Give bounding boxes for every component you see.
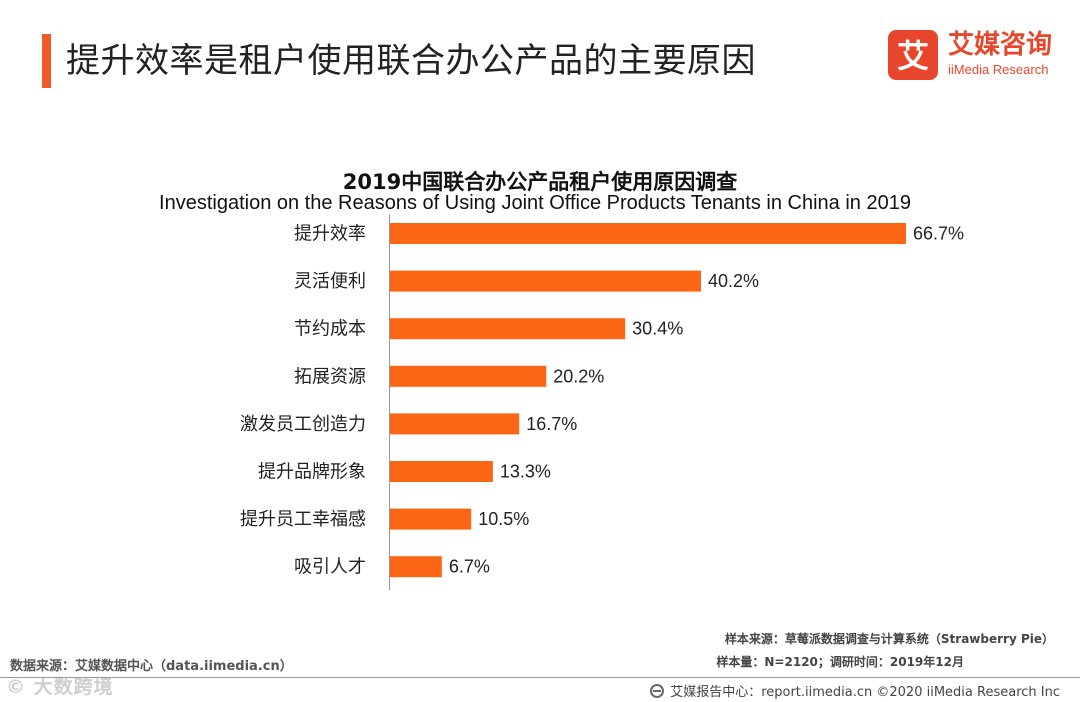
footer-text: 艾媒报告中心：report.iimedia.cn ©2020 iiMedia R… <box>670 685 1060 700</box>
bar <box>390 508 472 530</box>
bar <box>390 461 493 482</box>
bar <box>390 413 520 435</box>
bar <box>390 318 626 340</box>
page-title: 提升效率是租户使用联合办公产品的主要原因 <box>66 41 756 81</box>
watermark: © 大数跨境 <box>6 676 114 698</box>
category-label: 节约成本 <box>294 319 366 340</box>
value-label: 66.7% <box>913 224 964 244</box>
bar <box>390 365 547 387</box>
category-label: 拓展资源 <box>294 366 366 387</box>
bar <box>390 556 442 578</box>
value-label: 6.7% <box>449 557 490 577</box>
bar <box>390 270 701 292</box>
value-label: 13.3% <box>500 462 551 482</box>
logo-en-text: iiMedia Research <box>948 62 1049 77</box>
data-source: 数据来源：艾媒数据中心（data.iimedia.cn） <box>10 659 293 674</box>
value-label: 20.2% <box>553 366 604 386</box>
category-label: 激发员工创造力 <box>240 414 366 435</box>
chart-subtitle: Investigation on the Reasons of Using Jo… <box>159 192 911 214</box>
value-label: 16.7% <box>526 414 577 434</box>
footer: 艾媒报告中心：report.iimedia.cn ©2020 iiMedia R… <box>650 681 1060 700</box>
value-label: 10.5% <box>478 509 529 529</box>
category-label: 提升效率 <box>294 224 366 245</box>
value-label: 40.2% <box>708 271 759 291</box>
logo-glyph: 艾 <box>897 37 929 75</box>
logo-cn-text: 艾媒咨询 <box>948 30 1053 60</box>
sample-size-note: 样本量：N=2120；调研时间：2019年12月 <box>716 655 964 669</box>
title-accent-bar <box>42 34 51 88</box>
category-label: 灵活便利 <box>294 271 366 292</box>
sample-source-note: 样本来源：草莓派数据调查与计算系统（Strawberry Pie） <box>724 632 1054 646</box>
globe-icon <box>650 683 665 698</box>
brand-logo: 艾 艾媒咨询 iiMedia Research <box>888 30 1068 82</box>
footer-divider <box>0 677 1080 678</box>
chart-title: 2019中国联合办公产品租户使用原因调查 <box>342 170 738 194</box>
category-label: 提升品牌形象 <box>258 462 366 483</box>
bar <box>390 223 906 244</box>
value-label: 30.4% <box>632 319 683 339</box>
category-label: 吸引人才 <box>294 557 366 578</box>
category-label: 提升员工幸福感 <box>240 509 366 530</box>
logo-mark-icon: 艾 <box>888 30 938 80</box>
